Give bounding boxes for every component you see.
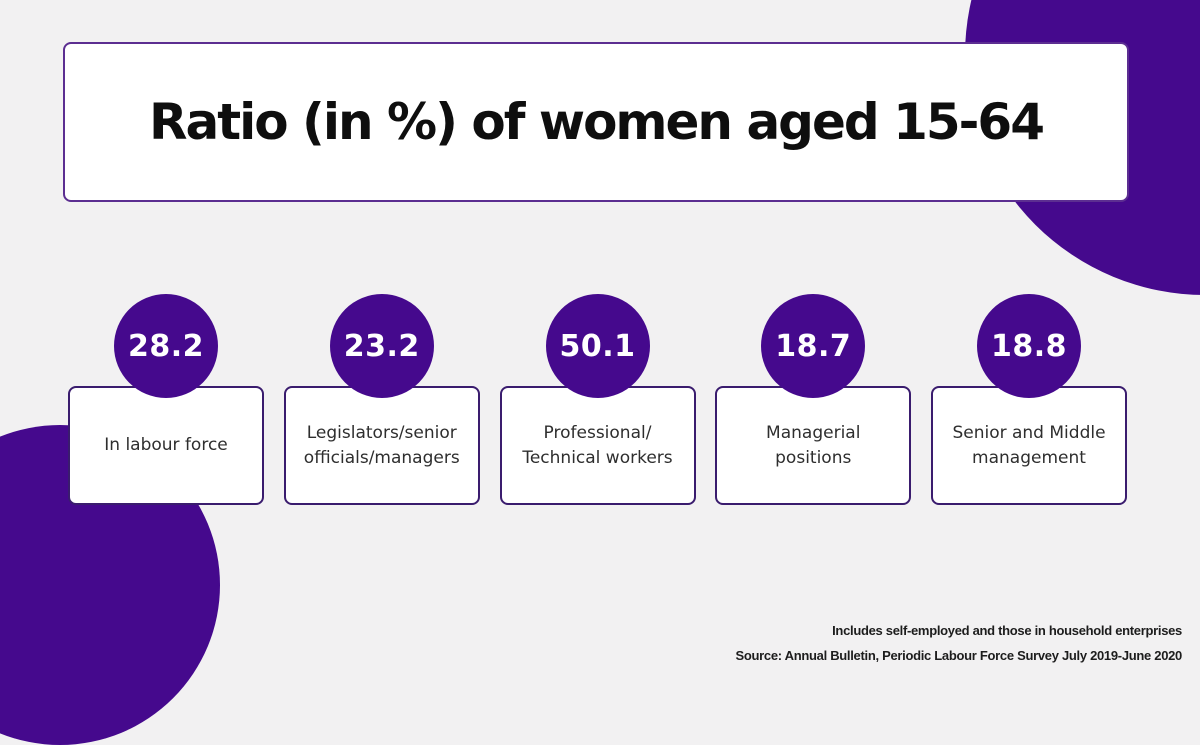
source-line: Source: Annual Bulletin, Periodic Labour… bbox=[735, 648, 1183, 663]
stat-value-badge: 18.7 bbox=[761, 294, 866, 398]
stat-value: 18.8 bbox=[990, 328, 1068, 364]
stat-value: 50.1 bbox=[559, 328, 636, 364]
stat-value-badge: 18.8 bbox=[977, 294, 1081, 398]
footnote: Includes self-employed and those in hous… bbox=[832, 623, 1182, 638]
stat-label: Managerial positions bbox=[766, 422, 861, 468]
stat-value-badge: 28.2 bbox=[114, 294, 218, 398]
stats-row: 28.2 In labour force 23.2 Legislators/se… bbox=[68, 294, 1127, 505]
stat-label: Professional/ Technical workers bbox=[522, 422, 673, 468]
stat-label: In labour force bbox=[104, 435, 228, 455]
stat-card-managerial: 18.7 Managerial positions bbox=[715, 294, 912, 505]
page-title: Ratio (in %) of women aged 15-64 bbox=[148, 93, 1045, 151]
stat-value: 23.2 bbox=[343, 328, 420, 364]
title-box: Ratio (in %) of women aged 15-64 bbox=[63, 42, 1129, 202]
footer: Includes self-employed and those in hous… bbox=[736, 618, 1183, 668]
stat-value-badge: 23.2 bbox=[329, 294, 434, 398]
stat-value: 18.7 bbox=[775, 328, 852, 364]
stat-label: Legislators/senior officials/managers bbox=[303, 422, 460, 468]
stat-value-badge: 50.1 bbox=[545, 294, 650, 398]
stat-card-legislators: 23.2 Legislators/senior officials/manage… bbox=[283, 294, 480, 505]
stat-card-labour-force: 28.2 In labour force bbox=[68, 294, 264, 505]
stat-card-professional: 50.1 Professional/ Technical workers bbox=[499, 294, 696, 505]
stat-value: 28.2 bbox=[127, 328, 205, 364]
stat-label: Senior and Middle management bbox=[952, 422, 1106, 468]
stat-card-senior-middle-mgmt: 18.8 Senior and Middle management bbox=[931, 294, 1127, 505]
